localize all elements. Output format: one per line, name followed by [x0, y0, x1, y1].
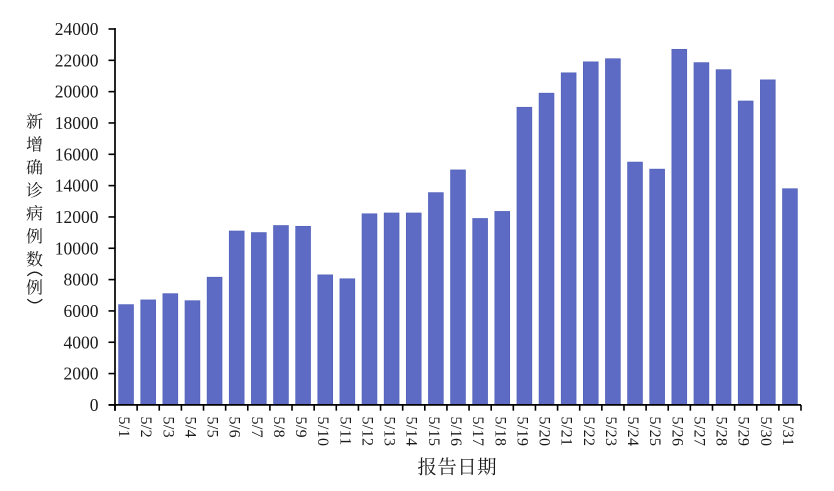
- svg-text:16000: 16000: [55, 144, 99, 164]
- svg-text:5/24: 5/24: [624, 417, 641, 447]
- svg-text:0: 0: [90, 395, 99, 415]
- svg-text:8000: 8000: [64, 270, 99, 290]
- svg-text:5/19: 5/19: [513, 417, 530, 447]
- svg-text:5/20: 5/20: [536, 417, 553, 447]
- svg-text:5/7: 5/7: [248, 417, 265, 439]
- svg-text:5/14: 5/14: [403, 417, 420, 447]
- svg-text:18000: 18000: [55, 113, 99, 133]
- svg-text:5/13: 5/13: [381, 417, 398, 447]
- svg-text:5/16: 5/16: [447, 417, 464, 447]
- svg-text:5/5: 5/5: [204, 417, 221, 439]
- svg-text:5/11: 5/11: [336, 417, 353, 446]
- svg-text:5/23: 5/23: [602, 417, 619, 447]
- svg-text:5/1: 5/1: [115, 417, 132, 439]
- svg-text:10000: 10000: [55, 238, 99, 258]
- svg-text:22000: 22000: [55, 50, 99, 70]
- svg-text:4000: 4000: [64, 332, 99, 352]
- svg-text:5/29: 5/29: [735, 417, 752, 447]
- svg-text:5/21: 5/21: [558, 417, 575, 447]
- svg-text:5/17: 5/17: [469, 417, 486, 447]
- svg-text:5/2: 5/2: [137, 417, 154, 439]
- svg-text:5/27: 5/27: [690, 417, 707, 447]
- svg-text:5/15: 5/15: [425, 417, 442, 447]
- svg-text:5/6: 5/6: [226, 417, 243, 439]
- svg-text:5/28: 5/28: [713, 417, 730, 447]
- svg-text:5/12: 5/12: [358, 417, 375, 447]
- svg-text:5/25: 5/25: [646, 417, 663, 447]
- svg-text:6000: 6000: [64, 301, 99, 321]
- svg-text:5/9: 5/9: [292, 417, 309, 439]
- svg-text:2000: 2000: [64, 364, 99, 384]
- svg-text:5/10: 5/10: [314, 417, 331, 447]
- svg-text:5/18: 5/18: [491, 417, 508, 447]
- svg-text:5/4: 5/4: [181, 417, 198, 439]
- svg-text:5/8: 5/8: [270, 417, 287, 439]
- svg-text:20000: 20000: [55, 82, 99, 102]
- svg-text:5/3: 5/3: [159, 417, 176, 439]
- svg-text:14000: 14000: [55, 176, 99, 196]
- svg-text:5/26: 5/26: [668, 417, 685, 447]
- svg-text:5/22: 5/22: [580, 417, 597, 447]
- svg-text:24000: 24000: [55, 19, 99, 39]
- svg-text:12000: 12000: [55, 207, 99, 227]
- svg-text:5/31: 5/31: [779, 417, 796, 447]
- svg-text:5/30: 5/30: [757, 417, 774, 447]
